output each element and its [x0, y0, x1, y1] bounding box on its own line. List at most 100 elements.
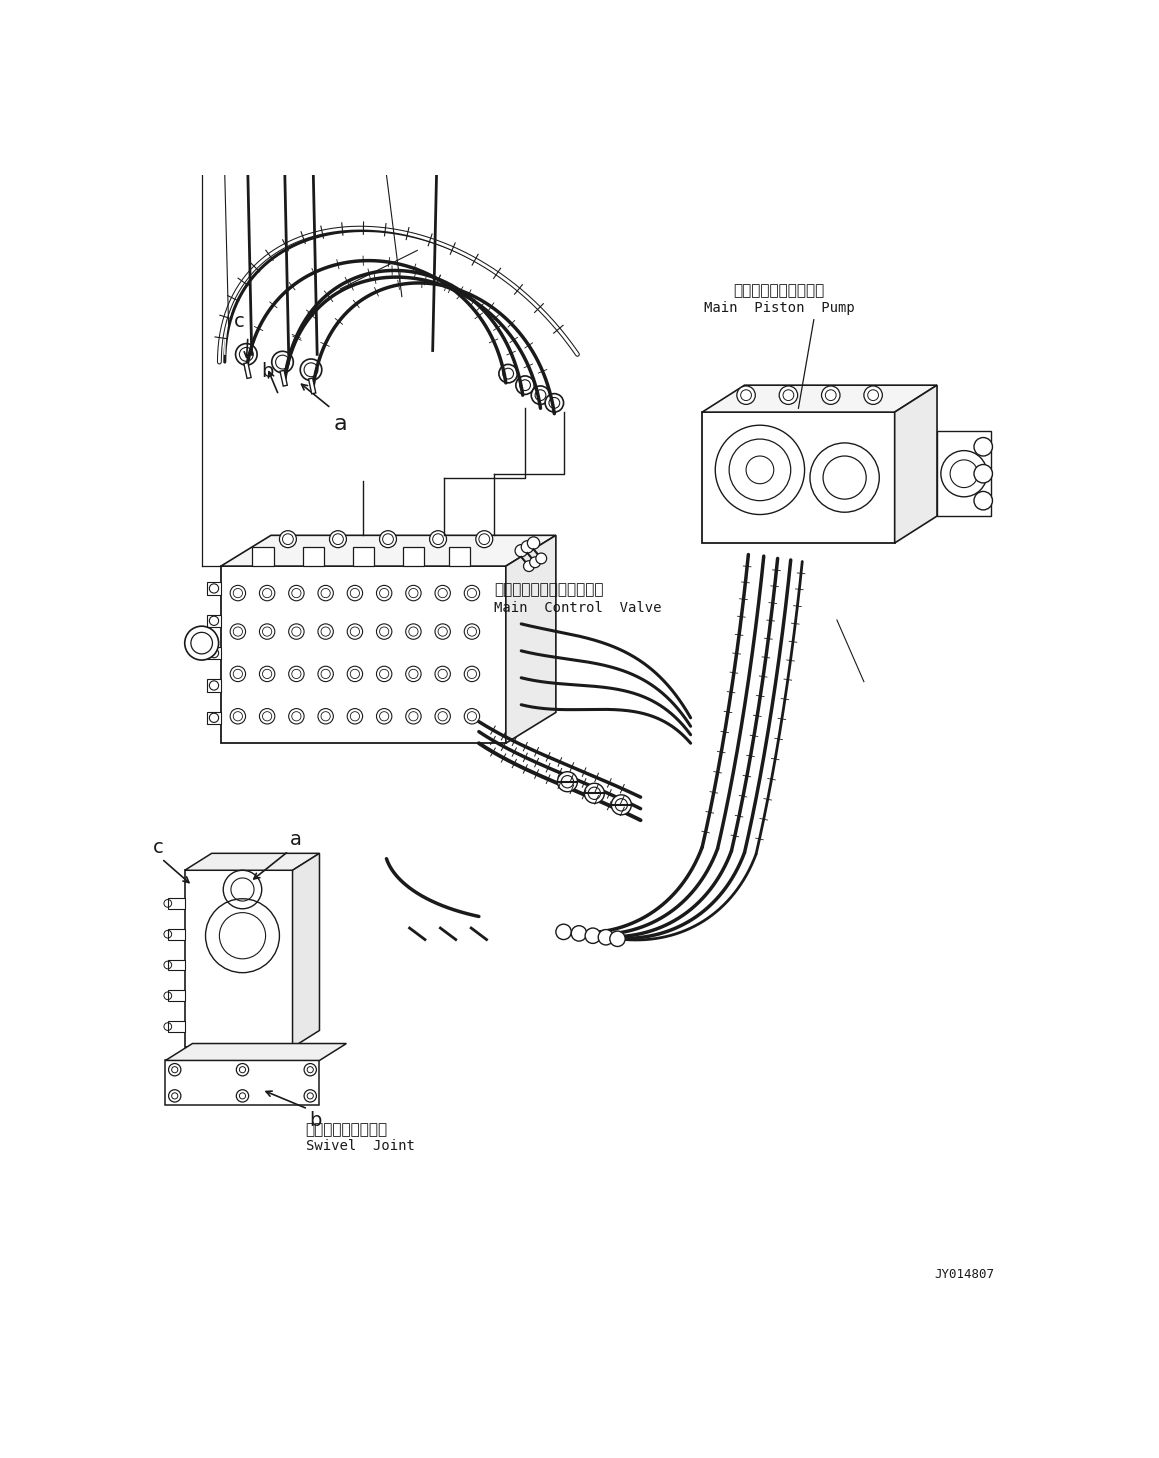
Circle shape: [435, 624, 451, 639]
Bar: [168, 1021, 184, 1032]
Circle shape: [406, 709, 421, 725]
Circle shape: [329, 531, 347, 548]
Bar: [196, 1047, 209, 1061]
Circle shape: [236, 1063, 249, 1076]
Bar: [168, 929, 184, 939]
Circle shape: [304, 1089, 316, 1102]
Bar: [168, 898, 184, 908]
Circle shape: [304, 1063, 316, 1076]
Text: スイベルジョイント: スイベルジョイント: [306, 1123, 388, 1137]
Bar: [207, 679, 221, 691]
Circle shape: [300, 359, 322, 381]
Bar: [702, 413, 895, 542]
Text: a: a: [290, 831, 302, 850]
Circle shape: [377, 666, 392, 682]
Circle shape: [557, 771, 577, 792]
Text: c: c: [152, 838, 163, 857]
Circle shape: [406, 666, 421, 682]
Circle shape: [231, 666, 246, 682]
Circle shape: [260, 709, 275, 725]
Circle shape: [236, 1089, 249, 1102]
Text: Main  Piston  Pump: Main Piston Pump: [704, 302, 854, 315]
Circle shape: [435, 585, 451, 601]
Circle shape: [235, 344, 257, 364]
Circle shape: [863, 386, 882, 404]
Circle shape: [435, 709, 451, 725]
Circle shape: [476, 531, 493, 548]
Text: Main  Control  Valve: Main Control Valve: [494, 602, 662, 615]
Circle shape: [531, 386, 549, 404]
Circle shape: [231, 624, 246, 639]
Polygon shape: [702, 385, 936, 413]
Circle shape: [406, 624, 421, 639]
Circle shape: [168, 1063, 181, 1076]
Circle shape: [289, 709, 304, 725]
Circle shape: [289, 666, 304, 682]
Circle shape: [231, 585, 246, 601]
Text: b: b: [309, 1111, 322, 1130]
Bar: [207, 647, 221, 659]
Circle shape: [516, 376, 534, 395]
Text: メインピストンポンプ: メインピストンポンプ: [734, 283, 825, 297]
Circle shape: [348, 709, 363, 725]
Circle shape: [168, 1089, 181, 1102]
Circle shape: [348, 666, 363, 682]
Text: メインコントロールバルブ: メインコントロールバルブ: [494, 582, 604, 596]
Polygon shape: [166, 1060, 320, 1105]
Circle shape: [498, 364, 517, 383]
Circle shape: [556, 924, 571, 939]
Circle shape: [289, 585, 304, 601]
Circle shape: [527, 537, 540, 550]
Bar: [936, 432, 991, 516]
Bar: [184, 870, 292, 1047]
Text: a: a: [334, 414, 348, 433]
Circle shape: [465, 709, 480, 725]
Bar: [253, 547, 274, 566]
Bar: [402, 547, 424, 566]
Polygon shape: [292, 853, 320, 1047]
Circle shape: [377, 624, 392, 639]
Circle shape: [430, 531, 446, 548]
Bar: [207, 712, 221, 725]
Circle shape: [271, 351, 293, 373]
Polygon shape: [166, 1044, 347, 1060]
Circle shape: [377, 709, 392, 725]
Bar: [449, 547, 471, 566]
Circle shape: [260, 624, 275, 639]
Bar: [352, 547, 374, 566]
Circle shape: [279, 531, 297, 548]
Circle shape: [318, 666, 334, 682]
Circle shape: [184, 625, 219, 660]
Circle shape: [530, 557, 540, 567]
Circle shape: [318, 624, 334, 639]
Circle shape: [377, 585, 392, 601]
Circle shape: [348, 624, 363, 639]
Circle shape: [974, 437, 992, 456]
Circle shape: [522, 541, 533, 553]
Circle shape: [465, 666, 480, 682]
Text: c: c: [234, 312, 245, 331]
Circle shape: [611, 795, 632, 815]
Circle shape: [465, 624, 480, 639]
Bar: [274, 1047, 285, 1061]
Bar: [168, 990, 184, 1002]
Text: JY014807: JY014807: [934, 1268, 994, 1282]
Circle shape: [974, 491, 992, 510]
Polygon shape: [221, 535, 556, 566]
Circle shape: [465, 585, 480, 601]
Bar: [207, 582, 221, 595]
Circle shape: [260, 585, 275, 601]
Circle shape: [545, 394, 563, 413]
Circle shape: [379, 531, 396, 548]
Circle shape: [585, 929, 600, 943]
Circle shape: [435, 666, 451, 682]
Circle shape: [610, 932, 625, 946]
Circle shape: [318, 709, 334, 725]
Circle shape: [598, 930, 613, 945]
Circle shape: [779, 386, 797, 404]
Polygon shape: [184, 853, 320, 870]
Circle shape: [318, 585, 334, 601]
Text: b: b: [262, 363, 275, 382]
Circle shape: [822, 386, 840, 404]
Circle shape: [974, 465, 992, 483]
